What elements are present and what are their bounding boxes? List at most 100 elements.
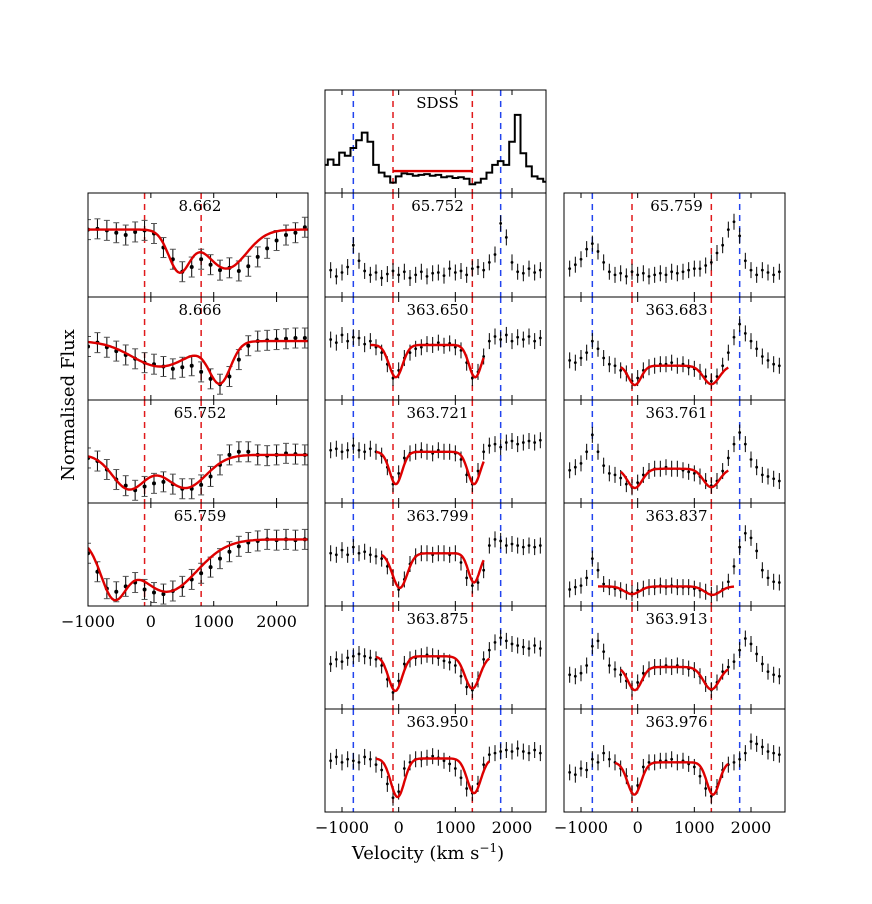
data-marker — [346, 339, 350, 343]
data-point — [510, 433, 514, 450]
data-point — [755, 459, 759, 476]
data-marker — [493, 335, 497, 338]
panel-left-2: 65.752 — [87, 399, 309, 504]
data-marker — [760, 268, 764, 272]
data-marker — [357, 760, 361, 764]
data-marker — [346, 656, 350, 660]
data-marker — [293, 230, 298, 235]
panels-layer: 8.662 8.666 65.752 65.759 SDSS 65.752 363.650 3… — [87, 89, 786, 813]
data-marker — [499, 636, 503, 640]
panel-right-4: 363.837 — [563, 502, 786, 607]
data-point — [596, 754, 600, 771]
panel-label: 363.721 — [406, 404, 468, 422]
data-marker — [368, 553, 372, 557]
panel-middle-3: 363.721 — [324, 399, 547, 504]
data-marker — [760, 473, 764, 477]
data-point — [538, 640, 542, 657]
data-marker — [743, 332, 747, 335]
data-marker — [602, 464, 606, 468]
data-marker — [772, 580, 776, 584]
data-marker — [510, 339, 514, 343]
data-marker — [749, 536, 753, 540]
data-point — [743, 325, 747, 342]
data-marker — [772, 751, 776, 755]
data-marker — [726, 456, 730, 460]
panel-right-1: 65.759 — [563, 192, 786, 298]
data-marker — [777, 753, 781, 757]
data-marker — [738, 648, 742, 652]
panel-right-2: 363.683 — [563, 296, 786, 401]
data-point — [470, 682, 474, 699]
data-point — [579, 350, 583, 367]
data-point — [568, 462, 572, 479]
data-marker — [236, 268, 241, 273]
data-marker — [493, 751, 497, 755]
data-marker — [208, 565, 213, 570]
data-point — [664, 356, 668, 373]
data-point — [132, 221, 139, 243]
data-point — [151, 582, 157, 604]
data-marker — [755, 273, 759, 277]
data-marker — [590, 757, 594, 761]
data-point — [687, 755, 691, 772]
data-point — [726, 221, 730, 238]
data-point — [292, 222, 299, 244]
data-marker — [596, 450, 600, 454]
x-tick-label: −1000 — [61, 612, 115, 631]
data-marker — [465, 576, 469, 580]
data-point — [363, 262, 367, 279]
data-marker — [465, 473, 469, 477]
data-marker — [459, 458, 463, 461]
data-marker — [397, 679, 401, 683]
data-marker — [274, 238, 279, 243]
data-point — [658, 265, 662, 282]
data-point — [499, 743, 503, 760]
data-marker — [521, 271, 525, 275]
data-point — [692, 758, 696, 775]
data-point — [709, 373, 713, 390]
data-point — [385, 775, 389, 792]
data-marker — [533, 545, 537, 549]
data-marker — [749, 642, 753, 646]
data-marker — [749, 268, 753, 272]
data-point — [732, 558, 736, 575]
panel-label: 363.875 — [406, 610, 468, 628]
data-marker — [732, 220, 736, 224]
data-point — [538, 330, 542, 347]
data-marker — [709, 379, 713, 383]
data-point — [579, 665, 583, 682]
data-marker — [442, 759, 446, 763]
data-marker — [459, 561, 463, 564]
data-point — [516, 263, 520, 280]
data-point — [527, 328, 531, 345]
data-marker — [607, 471, 611, 475]
data-marker — [619, 271, 623, 275]
data-point — [346, 333, 350, 350]
data-marker — [516, 747, 520, 750]
data-point — [431, 445, 435, 462]
data-point — [607, 356, 611, 373]
data-point — [527, 433, 531, 450]
data-marker — [613, 273, 617, 277]
data-point — [533, 333, 537, 350]
data-point — [521, 331, 525, 348]
data-point — [613, 580, 617, 597]
data-point — [777, 357, 781, 374]
data-marker — [585, 450, 589, 454]
data-marker — [448, 762, 452, 766]
data-point — [453, 339, 457, 356]
data-point — [670, 263, 674, 280]
data-marker — [641, 671, 645, 675]
x-tick-label: 0 — [633, 818, 643, 837]
data-marker — [596, 639, 600, 643]
data-marker — [414, 347, 418, 351]
data-marker — [123, 233, 128, 238]
data-marker — [738, 234, 742, 238]
data-marker — [585, 247, 589, 251]
data-marker — [732, 442, 736, 446]
data-point — [755, 340, 759, 357]
data-point — [436, 334, 440, 351]
panel-plot-area — [329, 709, 542, 812]
data-marker — [380, 276, 384, 280]
spectrum-step-line — [325, 113, 546, 186]
